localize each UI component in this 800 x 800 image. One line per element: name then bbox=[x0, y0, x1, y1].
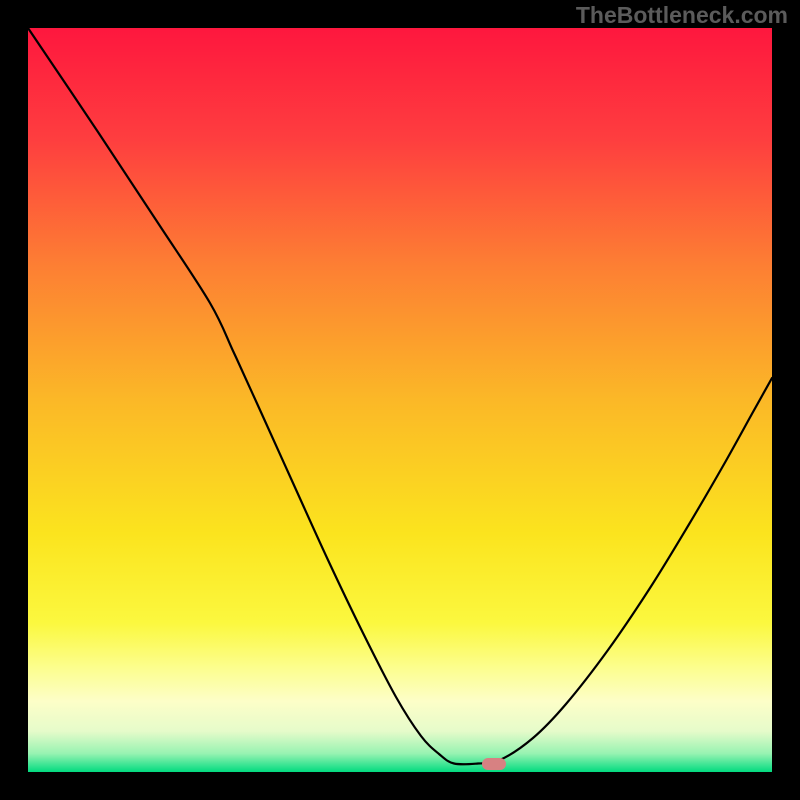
chart-background bbox=[28, 28, 772, 772]
chart-frame: TheBottleneck.com bbox=[0, 0, 800, 800]
bottleneck-chart-svg bbox=[28, 28, 772, 772]
watermark-text: TheBottleneck.com bbox=[576, 2, 788, 29]
plot-area bbox=[28, 28, 772, 772]
optimal-marker bbox=[482, 758, 506, 770]
